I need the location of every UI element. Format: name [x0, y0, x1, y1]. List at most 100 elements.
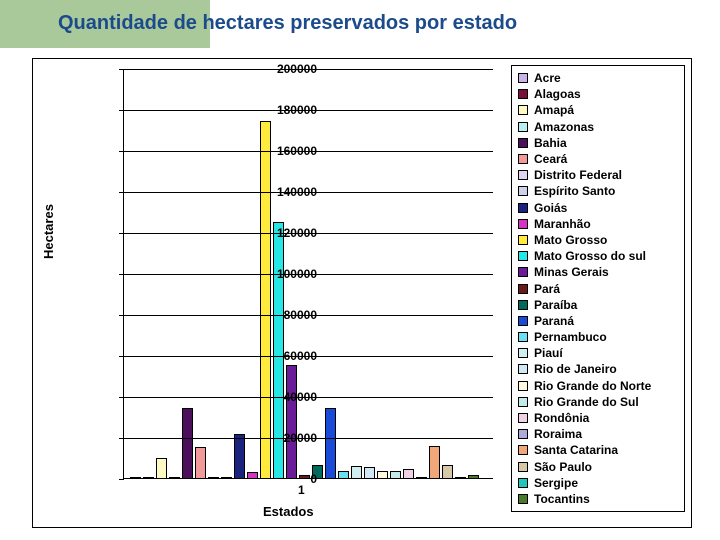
- legend-swatch: [518, 494, 528, 504]
- legend-swatch: [518, 138, 528, 148]
- bar: [286, 365, 297, 478]
- legend-label: Ceará: [534, 152, 567, 166]
- legend-label: Roraima: [534, 427, 582, 441]
- legend-item: Mato Grosso do sul: [518, 248, 678, 264]
- bar: [130, 477, 141, 478]
- chart-container: Hectares 1 Estados AcreAlagoasAmapáAmazo…: [32, 58, 692, 528]
- legend-item: Rio de Janeiro: [518, 361, 678, 377]
- legend-label: Mato Grosso do sul: [534, 249, 646, 263]
- legend-item: Alagoas: [518, 86, 678, 102]
- legend-item: São Paulo: [518, 459, 678, 475]
- legend-swatch: [518, 154, 528, 164]
- legend-label: Espírito Santo: [534, 184, 615, 198]
- legend-label: Minas Gerais: [534, 265, 609, 279]
- legend-item: Minas Gerais: [518, 264, 678, 280]
- legend-item: Sergipe: [518, 475, 678, 491]
- legend-label: Tocantins: [534, 492, 590, 506]
- legend-label: Bahia: [534, 136, 567, 150]
- bar: [221, 477, 232, 478]
- legend-item: Rio Grande do Sul: [518, 394, 678, 410]
- legend-item: Acre: [518, 70, 678, 86]
- legend-swatch: [518, 267, 528, 277]
- legend-swatch: [518, 251, 528, 261]
- legend-label: Distrito Federal: [534, 168, 622, 182]
- legend-label: Amapá: [534, 103, 574, 117]
- legend-label: Pernambuco: [534, 330, 607, 344]
- legend-swatch: [518, 316, 528, 326]
- y-tick-label: 200000: [257, 62, 317, 76]
- legend-swatch: [518, 219, 528, 229]
- legend-item: Rio Grande do Norte: [518, 378, 678, 394]
- legend-item: Santa Catarina: [518, 442, 678, 458]
- legend-label: Paraná: [534, 314, 574, 328]
- legend-swatch: [518, 170, 528, 180]
- legend-label: Rio Grande do Sul: [534, 395, 639, 409]
- legend-swatch: [518, 478, 528, 488]
- bar: [351, 466, 362, 478]
- legend-item: Amazonas: [518, 119, 678, 135]
- legend-swatch: [518, 235, 528, 245]
- y-axis-label: Hectares: [41, 204, 56, 259]
- legend-label: Rio Grande do Norte: [534, 379, 651, 393]
- bar: [338, 471, 349, 478]
- legend-label: Acre: [534, 71, 561, 85]
- bar: [429, 446, 440, 478]
- legend-label: Maranhão: [534, 217, 591, 231]
- bar: [390, 471, 401, 478]
- legend-label: Amazonas: [534, 120, 594, 134]
- bar: [195, 447, 206, 478]
- legend-item: Mato Grosso: [518, 232, 678, 248]
- legend-label: São Paulo: [534, 460, 592, 474]
- legend-swatch: [518, 105, 528, 115]
- legend-item: Ceará: [518, 151, 678, 167]
- slide-title: Quantidade de hectares preservados por e…: [58, 12, 517, 35]
- legend-swatch: [518, 203, 528, 213]
- legend-item: Paraná: [518, 313, 678, 329]
- y-tick-label: 160000: [257, 144, 317, 158]
- legend-swatch: [518, 462, 528, 472]
- legend-label: Alagoas: [534, 87, 581, 101]
- legend-label: Mato Grosso: [534, 233, 607, 247]
- legend-label: Rio de Janeiro: [534, 362, 617, 376]
- legend-item: Bahia: [518, 135, 678, 151]
- y-tick-label: 20000: [257, 431, 317, 445]
- bar: [182, 408, 193, 478]
- legend-item: Maranhão: [518, 216, 678, 232]
- x-axis-label: Estados: [263, 504, 314, 519]
- legend-swatch: [518, 73, 528, 83]
- y-tick-label: 0: [257, 472, 317, 486]
- legend-item: Paraíba: [518, 297, 678, 313]
- bar: [156, 458, 167, 479]
- bar: [416, 477, 427, 478]
- legend-label: Piauí: [534, 346, 563, 360]
- legend-swatch: [518, 122, 528, 132]
- legend-item: Distrito Federal: [518, 167, 678, 183]
- y-tick-label: 180000: [257, 103, 317, 117]
- legend-label: Sergipe: [534, 476, 578, 490]
- legend-swatch: [518, 332, 528, 342]
- legend-swatch: [518, 364, 528, 374]
- bar: [143, 477, 154, 478]
- legend-item: Espírito Santo: [518, 183, 678, 199]
- y-tick-label: 140000: [257, 185, 317, 199]
- legend-swatch: [518, 397, 528, 407]
- y-tick-label: 80000: [257, 308, 317, 322]
- legend-swatch: [518, 348, 528, 358]
- bar: [325, 408, 336, 478]
- bar: [364, 467, 375, 478]
- bar: [468, 475, 479, 478]
- legend-item: Roraima: [518, 426, 678, 442]
- legend-swatch: [518, 381, 528, 391]
- bar: [260, 121, 271, 478]
- legend-label: Paraíba: [534, 298, 577, 312]
- bar: [208, 477, 219, 478]
- y-tick-label: 120000: [257, 226, 317, 240]
- bar: [377, 471, 388, 478]
- legend-item: Goiás: [518, 200, 678, 216]
- legend-swatch: [518, 89, 528, 99]
- legend-label: Goiás: [534, 201, 567, 215]
- bar: [169, 477, 180, 478]
- bar: [442, 465, 453, 478]
- legend-item: Pernambuco: [518, 329, 678, 345]
- y-tick-label: 60000: [257, 349, 317, 363]
